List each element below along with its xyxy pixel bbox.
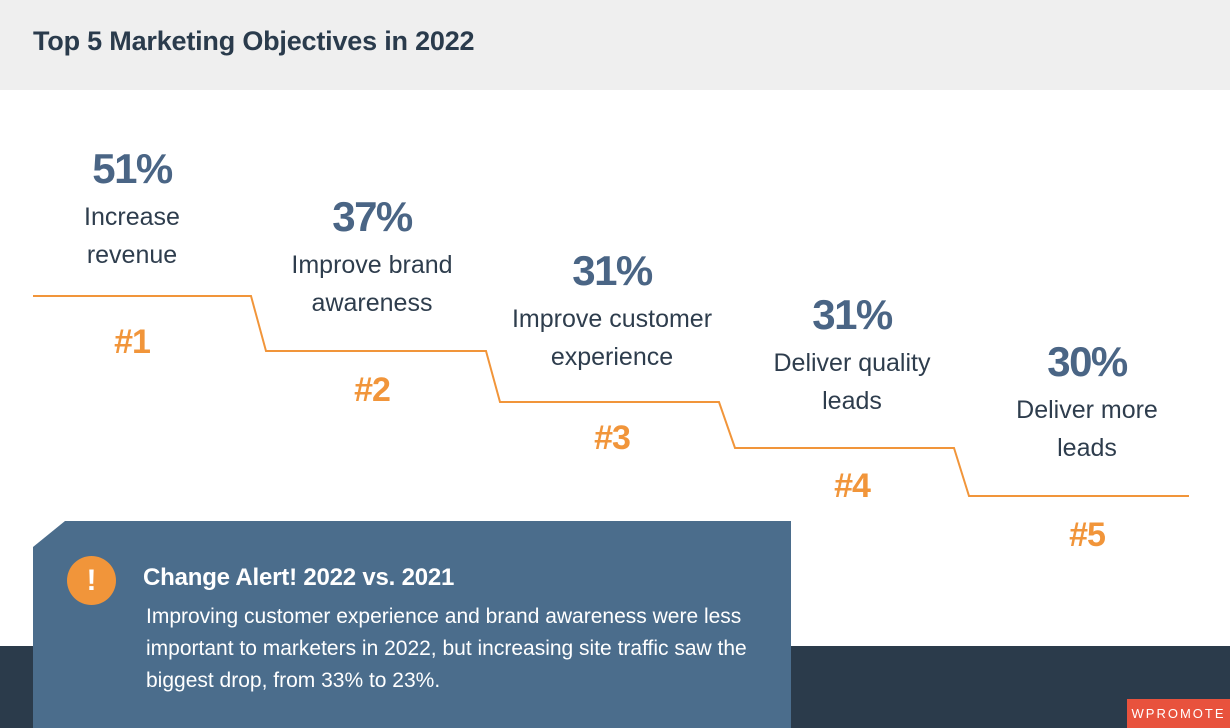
objective-rank: #3 <box>594 419 631 457</box>
objective-1: 51% Increase revenue <box>2 146 262 274</box>
objective-2: 37% Improve brand awareness <box>242 194 502 322</box>
objective-value: 37% <box>332 193 413 240</box>
exclamation-icon: ! <box>67 556 116 605</box>
objective-rank: #2 <box>354 371 391 409</box>
objective-value: 51% <box>92 145 173 192</box>
alert-title: Change Alert! 2022 vs. 2021 <box>143 564 455 591</box>
objective-rank: #1 <box>114 323 151 361</box>
objective-label: Deliver quality leads <box>773 349 931 415</box>
objective-value: 31% <box>812 291 893 338</box>
chart-title: Top 5 Marketing Objectives in 2022 <box>33 26 475 56</box>
objective-rank: #4 <box>834 467 871 505</box>
objective-label: Deliver more leads <box>1016 396 1158 462</box>
objective-4: 31% Deliver quality leads <box>722 292 982 420</box>
objective-5: 30% Deliver more leads <box>957 339 1217 467</box>
objective-label: Increase revenue <box>84 203 180 269</box>
alert-text: Improving customer experience and brand … <box>146 605 747 692</box>
objective-value: 30% <box>1047 338 1128 385</box>
objective-value: 31% <box>572 247 653 294</box>
change-alert-panel: ! Change Alert! 2022 vs. 2021 Improving … <box>33 521 791 728</box>
objective-label: Improve brand awareness <box>291 251 453 317</box>
objective-rank: #5 <box>1069 516 1106 554</box>
objective-label: Improve customer experience <box>511 305 713 371</box>
header-bar: Top 5 Marketing Objectives in 2022 <box>0 0 1230 90</box>
wpromote-logo[interactable]: WPROMOTE <box>1127 699 1230 728</box>
objective-3: 31% Improve customer experience <box>482 248 742 376</box>
